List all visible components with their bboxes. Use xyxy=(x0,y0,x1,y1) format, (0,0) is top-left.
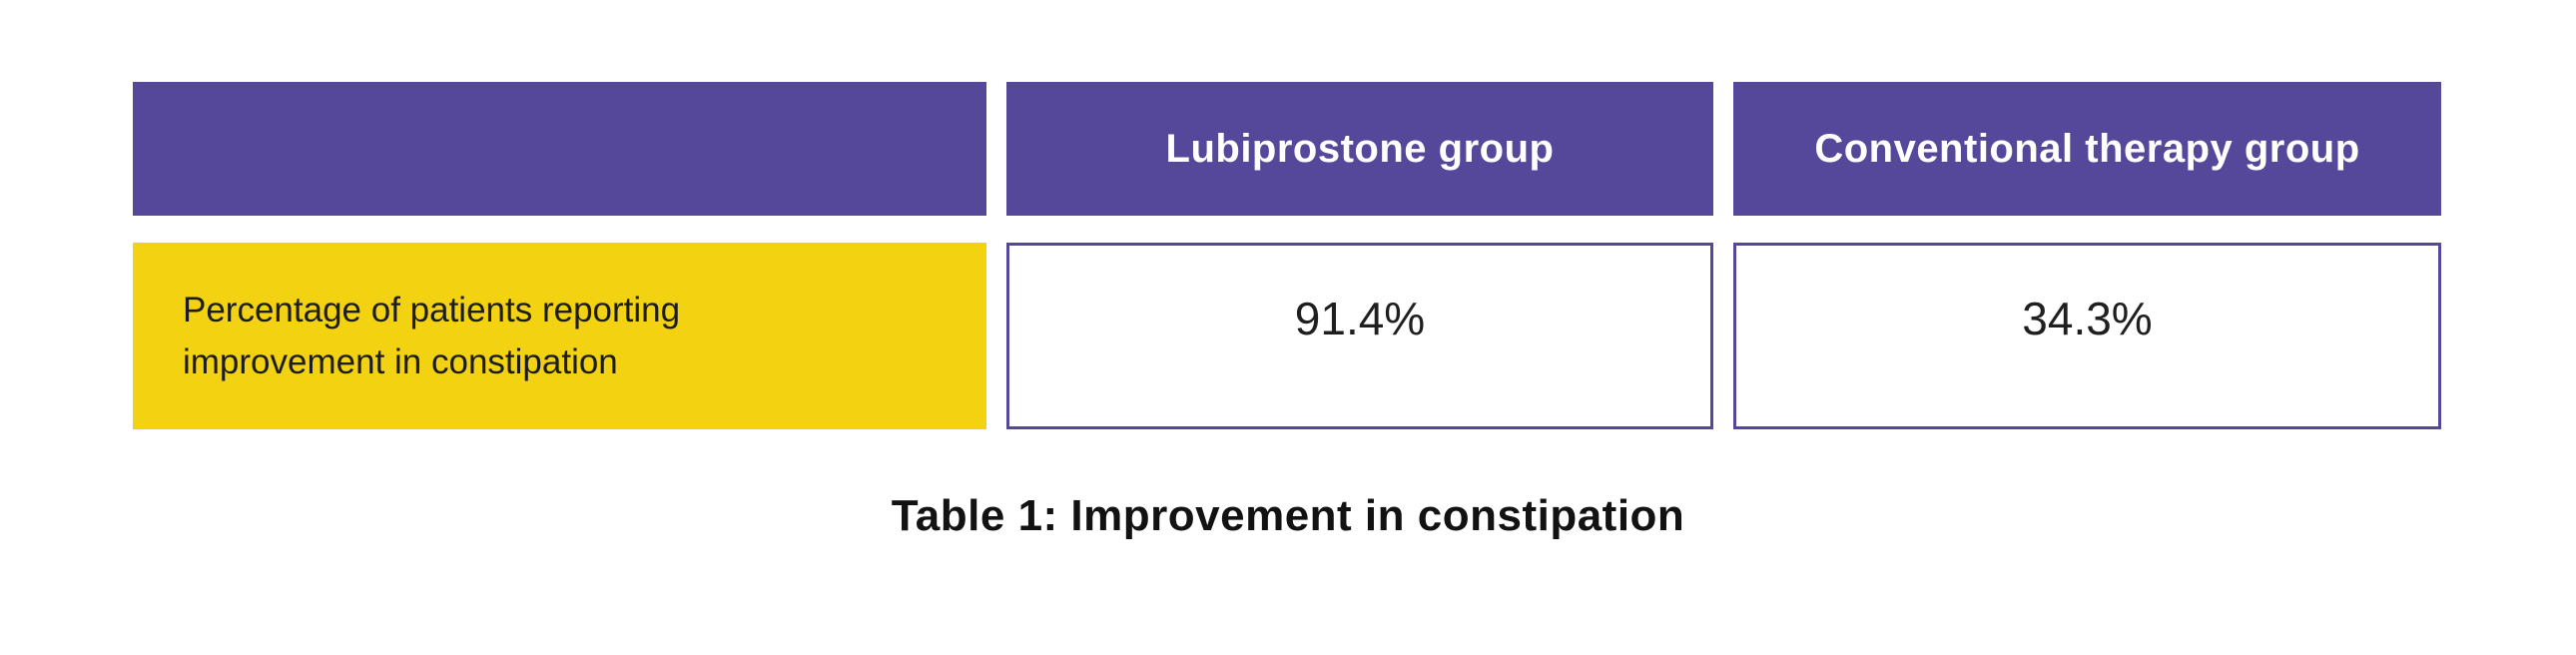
value-cell-lubiprostone: 91.4% xyxy=(1006,243,1713,429)
value-conventional-therapy: 34.3% xyxy=(2022,292,2153,344)
row-label-cell: Percentage of patients reporting improve… xyxy=(133,243,986,429)
header-cell-conventional-therapy-group: Conventional therapy group xyxy=(1733,82,2441,216)
table-caption: Table 1: Improvement in constipation xyxy=(891,491,1685,540)
header-cell-lubiprostone-group: Lubiprostone group xyxy=(1006,82,1713,216)
value-lubiprostone: 91.4% xyxy=(1294,292,1426,344)
row-label-text: Percentage of patients reporting improve… xyxy=(183,290,681,381)
value-cell-conventional-therapy: 34.3% xyxy=(1733,243,2441,429)
header-cell-empty xyxy=(133,82,986,216)
comparison-table: Lubiprostone group Conventional therapy … xyxy=(133,82,2441,429)
